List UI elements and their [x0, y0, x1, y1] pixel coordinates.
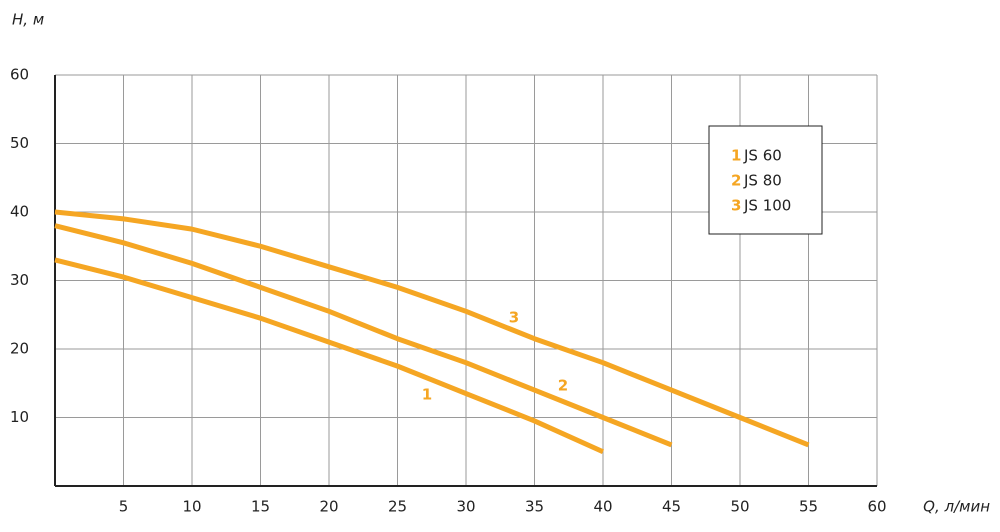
- y-tick-label: 10: [10, 408, 29, 426]
- legend-entry: JS 100: [743, 197, 791, 215]
- curve: [54, 257, 605, 455]
- x-tick-label: 20: [319, 498, 338, 516]
- y-tick-label: 40: [10, 203, 29, 221]
- legend-number: 1: [731, 147, 741, 165]
- legend-entry: JS 60: [743, 147, 782, 165]
- x-tick-label: 25: [388, 498, 407, 516]
- y-axis-label: H, м: [12, 11, 44, 29]
- x-tick-label: 50: [730, 498, 749, 516]
- x-axis-label: Q, л/мин: [923, 498, 990, 516]
- y-tick-label: 20: [10, 340, 29, 358]
- curve-label: 3: [509, 309, 519, 327]
- curve-label: 1: [422, 386, 432, 404]
- y-tick-label: 60: [10, 66, 29, 84]
- legend-number: 3: [731, 197, 741, 215]
- x-tick-label: 55: [799, 498, 818, 516]
- x-tick-label: 15: [251, 498, 270, 516]
- x-tick-label: 60: [867, 498, 886, 516]
- y-tick-label: 30: [10, 271, 29, 289]
- y-tick-label: 50: [10, 134, 29, 152]
- legend-entry: JS 80: [743, 172, 782, 190]
- x-tick-label: 45: [662, 498, 681, 516]
- curve: [54, 223, 673, 448]
- legend-number: 2: [731, 172, 741, 190]
- x-tick-label: 35: [525, 498, 544, 516]
- curve-label: 2: [558, 377, 568, 395]
- x-tick-label: 10: [182, 498, 201, 516]
- curve: [54, 209, 810, 448]
- x-tick-label: 40: [593, 498, 612, 516]
- legend-box: [708, 125, 823, 235]
- x-tick-label: 30: [456, 498, 475, 516]
- x-tick-label: 5: [119, 498, 129, 516]
